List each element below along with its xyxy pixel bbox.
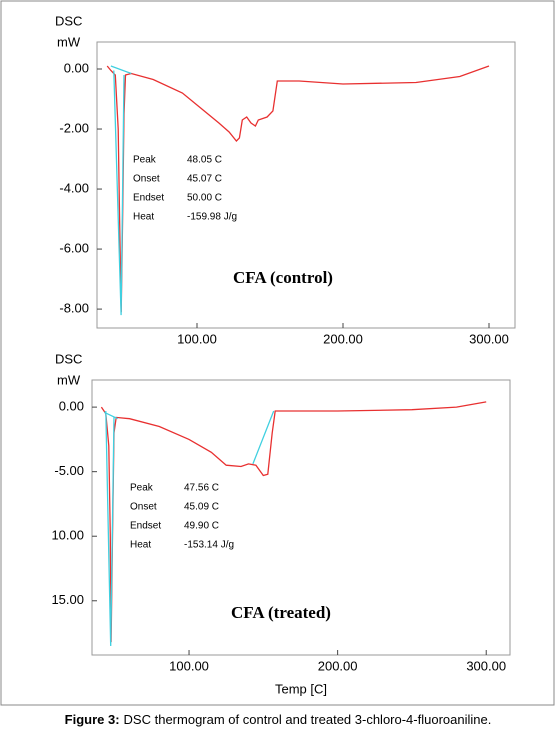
- annotation-label: Onset: [133, 174, 160, 185]
- annotation-value: -159.98 J/g: [187, 212, 237, 223]
- plot-frame: [96, 41, 516, 329]
- x-tick-label: 300.00: [469, 331, 509, 346]
- y-tick-label: 0.00: [59, 399, 84, 414]
- annotation-value: 50.00 C: [187, 193, 222, 204]
- annotation-label: Peak: [133, 155, 157, 166]
- y-axis-label: DSC: [55, 13, 82, 28]
- plot-frame: [91, 379, 511, 656]
- x-axis-label: Temp [C]: [275, 681, 327, 696]
- annotation-value: 45.09 C: [184, 502, 219, 513]
- y-axis-label: mW: [57, 34, 81, 49]
- y-tick-label: -4.00: [59, 180, 89, 195]
- figure-border: [0, 0, 555, 706]
- annotation-label: Heat: [130, 540, 151, 551]
- chart-title: CFA (control): [233, 268, 333, 287]
- x-tick-label: 200.00: [323, 331, 363, 346]
- chart-title: CFA (treated): [231, 603, 331, 622]
- annotation-value: 47.56 C: [184, 483, 219, 494]
- y-tick-label: 15.00: [51, 592, 84, 607]
- annotation-label: Heat: [133, 212, 154, 223]
- y-tick-label: -5.00: [54, 463, 84, 478]
- y-axis-label: mW: [57, 372, 81, 387]
- y-tick-label: -8.00: [59, 301, 89, 316]
- annotation-value: 48.05 C: [187, 155, 222, 166]
- annotation-label: Onset: [130, 502, 157, 513]
- annotation-label: Endset: [130, 521, 161, 532]
- y-tick-label: 10.00: [51, 528, 84, 543]
- y-tick-label: -2.00: [59, 120, 89, 135]
- x-tick-label: 200.00: [318, 658, 358, 673]
- x-tick-label: 100.00: [169, 658, 209, 673]
- caption-text: DSC thermogram of control and treated 3-…: [124, 712, 492, 727]
- y-tick-label: -6.00: [59, 241, 89, 256]
- x-tick-label: 300.00: [466, 658, 506, 673]
- annotation-label: Endset: [133, 193, 164, 204]
- curve: [110, 65, 132, 316]
- caption-label: Figure 3:: [65, 712, 120, 727]
- y-axis-label: DSC: [55, 351, 82, 366]
- annotation-value: -153.14 J/g: [184, 540, 234, 551]
- x-tick-label: 100.00: [177, 331, 217, 346]
- y-tick-label: 0.00: [64, 60, 89, 75]
- annotation-value: 49.90 C: [184, 521, 219, 532]
- caption: Figure 3: DSC thermogram of control and t…: [65, 712, 492, 727]
- annotation-label: Peak: [130, 483, 154, 494]
- curve: [104, 410, 275, 647]
- annotation-value: 45.07 C: [187, 174, 222, 185]
